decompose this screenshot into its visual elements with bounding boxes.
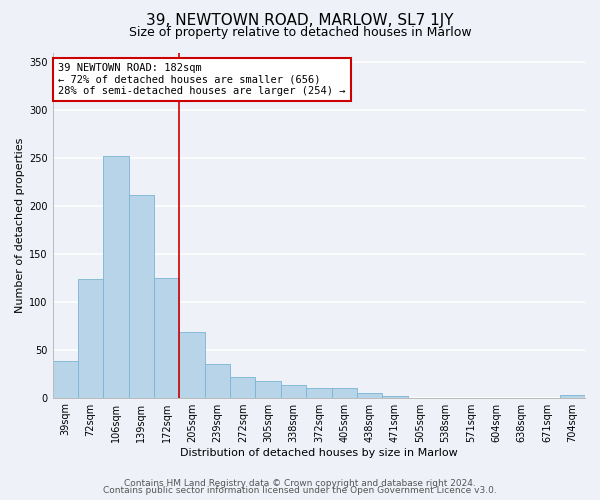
Bar <box>256 382 281 398</box>
Y-axis label: Number of detached properties: Number of detached properties <box>15 138 25 312</box>
Bar <box>154 278 179 398</box>
Bar <box>78 278 103 398</box>
Bar <box>560 394 585 398</box>
Bar <box>53 361 78 398</box>
Bar <box>205 364 230 398</box>
Bar <box>281 385 306 398</box>
Text: Contains HM Land Registry data © Crown copyright and database right 2024.: Contains HM Land Registry data © Crown c… <box>124 478 476 488</box>
Bar <box>103 156 129 398</box>
Text: 39 NEWTOWN ROAD: 182sqm
← 72% of detached houses are smaller (656)
28% of semi-d: 39 NEWTOWN ROAD: 182sqm ← 72% of detache… <box>58 63 346 96</box>
Bar <box>357 393 382 398</box>
Text: Contains public sector information licensed under the Open Government Licence v3: Contains public sector information licen… <box>103 486 497 495</box>
Bar <box>306 388 332 398</box>
Bar <box>382 396 407 398</box>
Text: Size of property relative to detached houses in Marlow: Size of property relative to detached ho… <box>128 26 472 39</box>
Bar <box>179 332 205 398</box>
X-axis label: Distribution of detached houses by size in Marlow: Distribution of detached houses by size … <box>180 448 458 458</box>
Bar <box>332 388 357 398</box>
Bar <box>129 196 154 398</box>
Text: 39, NEWTOWN ROAD, MARLOW, SL7 1JY: 39, NEWTOWN ROAD, MARLOW, SL7 1JY <box>146 12 454 28</box>
Bar <box>230 378 256 398</box>
